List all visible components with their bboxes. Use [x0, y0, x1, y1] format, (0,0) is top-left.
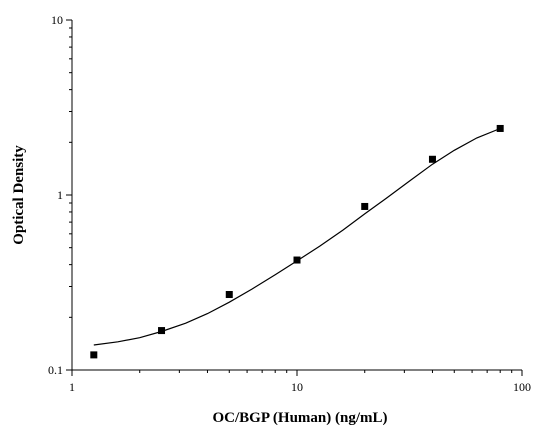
y-axis-title: Optical Density: [11, 145, 27, 245]
x-tick-label: 1: [69, 380, 75, 394]
data-point: [90, 351, 98, 359]
y-tick-label: 1: [57, 188, 63, 202]
axes: [71, 20, 522, 371]
data-points-group: [90, 124, 504, 359]
data-point: [158, 327, 166, 335]
data-point: [496, 124, 504, 132]
data-point: [428, 155, 436, 163]
ticks: 1 10 100 0.1 1 10: [48, 13, 531, 394]
x-tick-label: 100: [513, 380, 531, 394]
x-axis-title: OC/BGP (Human) (ng/mL): [212, 410, 387, 426]
data-point: [225, 291, 233, 299]
fit-curve: [93, 127, 501, 346]
y-tick-label: 0.1: [48, 363, 63, 377]
data-point: [361, 202, 369, 210]
y-tick-label: 10: [51, 13, 63, 27]
data-point: [293, 256, 301, 264]
fit-curve-group: [93, 127, 501, 346]
x-tick-label: 10: [291, 380, 303, 394]
